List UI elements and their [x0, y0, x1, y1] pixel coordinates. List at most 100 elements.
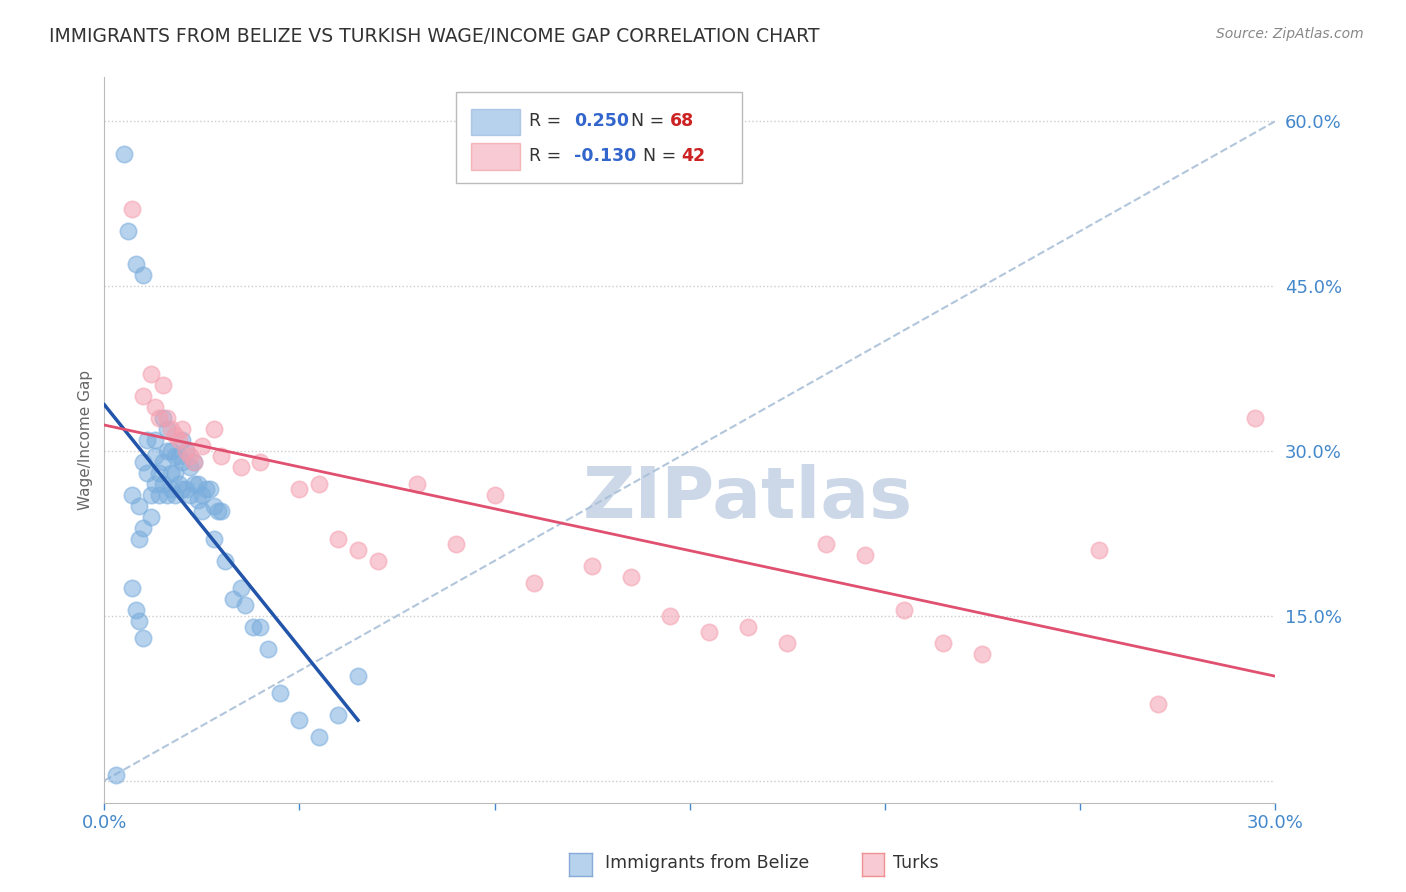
Text: Source: ZipAtlas.com: Source: ZipAtlas.com	[1216, 27, 1364, 41]
Point	[405, 477, 427, 491]
FancyBboxPatch shape	[471, 144, 520, 169]
Point	[148, 466, 170, 480]
Point	[176, 444, 198, 458]
Point	[1244, 411, 1267, 425]
Text: Turks: Turks	[893, 855, 938, 872]
Text: Immigrants from Belize: Immigrants from Belize	[605, 855, 808, 872]
Point	[484, 488, 506, 502]
Point	[249, 455, 271, 469]
Point	[121, 202, 143, 217]
Point	[183, 455, 205, 469]
Point	[176, 444, 198, 458]
Point	[167, 433, 190, 447]
Point	[229, 460, 252, 475]
Point	[209, 450, 232, 464]
Point	[163, 427, 186, 442]
Point	[209, 504, 232, 518]
Point	[233, 598, 256, 612]
Point	[202, 422, 225, 436]
Point	[347, 669, 370, 683]
Point	[159, 422, 181, 436]
Point	[132, 455, 155, 469]
Point	[815, 537, 838, 551]
Text: N =: N =	[643, 147, 682, 165]
Point	[288, 483, 311, 497]
Point	[183, 477, 205, 491]
FancyBboxPatch shape	[471, 109, 520, 135]
Point	[194, 483, 217, 497]
Point	[853, 549, 876, 563]
Point	[581, 559, 603, 574]
Point	[105, 768, 128, 782]
Point	[148, 488, 170, 502]
Point	[143, 400, 166, 414]
Point	[257, 641, 280, 656]
Text: IMMIGRANTS FROM BELIZE VS TURKISH WAGE/INCOME GAP CORRELATION CHART: IMMIGRANTS FROM BELIZE VS TURKISH WAGE/I…	[49, 27, 820, 45]
Point	[112, 147, 135, 161]
Point	[172, 422, 194, 436]
Point	[136, 466, 159, 480]
Point	[444, 537, 467, 551]
Point	[229, 582, 252, 596]
Point	[143, 477, 166, 491]
Point	[972, 647, 994, 661]
Point	[143, 450, 166, 464]
Point	[328, 707, 350, 722]
Text: 42: 42	[682, 147, 706, 165]
Point	[620, 570, 643, 584]
Point	[776, 636, 799, 650]
Point	[156, 422, 179, 436]
Point	[163, 450, 186, 464]
Point	[308, 477, 330, 491]
Y-axis label: Wage/Income Gap: Wage/Income Gap	[79, 370, 93, 510]
Point	[659, 608, 682, 623]
Point	[121, 488, 143, 502]
Point	[328, 532, 350, 546]
Point	[191, 504, 214, 518]
Point	[176, 483, 198, 497]
Point	[159, 483, 181, 497]
Point	[152, 455, 174, 469]
Point	[141, 510, 163, 524]
Point	[191, 488, 214, 502]
Point	[172, 483, 194, 497]
Point	[148, 411, 170, 425]
Point	[183, 455, 205, 469]
Point	[288, 713, 311, 727]
Point	[187, 477, 209, 491]
Point	[198, 483, 221, 497]
Point	[141, 488, 163, 502]
Text: -0.130: -0.130	[574, 147, 636, 165]
Point	[179, 488, 201, 502]
Point	[152, 411, 174, 425]
Point	[128, 532, 150, 546]
Point	[141, 367, 163, 381]
Point	[167, 450, 190, 464]
Point	[152, 378, 174, 392]
Point	[124, 603, 146, 617]
Point	[523, 575, 546, 590]
Point	[737, 620, 759, 634]
FancyBboxPatch shape	[456, 92, 742, 183]
Point	[222, 592, 245, 607]
Point	[191, 438, 214, 452]
Text: 68: 68	[669, 112, 695, 130]
Point	[1147, 697, 1170, 711]
Point	[121, 582, 143, 596]
Point	[156, 488, 179, 502]
Text: R =: R =	[529, 112, 567, 130]
Point	[132, 268, 155, 283]
Point	[132, 389, 155, 403]
Point	[172, 455, 194, 469]
Point	[367, 554, 389, 568]
Point	[159, 466, 181, 480]
Text: ZIPatlas: ZIPatlas	[583, 464, 914, 533]
Text: R =: R =	[529, 147, 567, 165]
Point	[179, 460, 201, 475]
Point	[214, 554, 236, 568]
Point	[167, 477, 190, 491]
Point	[347, 542, 370, 557]
Point	[159, 444, 181, 458]
Point	[242, 620, 264, 634]
Point	[172, 433, 194, 447]
